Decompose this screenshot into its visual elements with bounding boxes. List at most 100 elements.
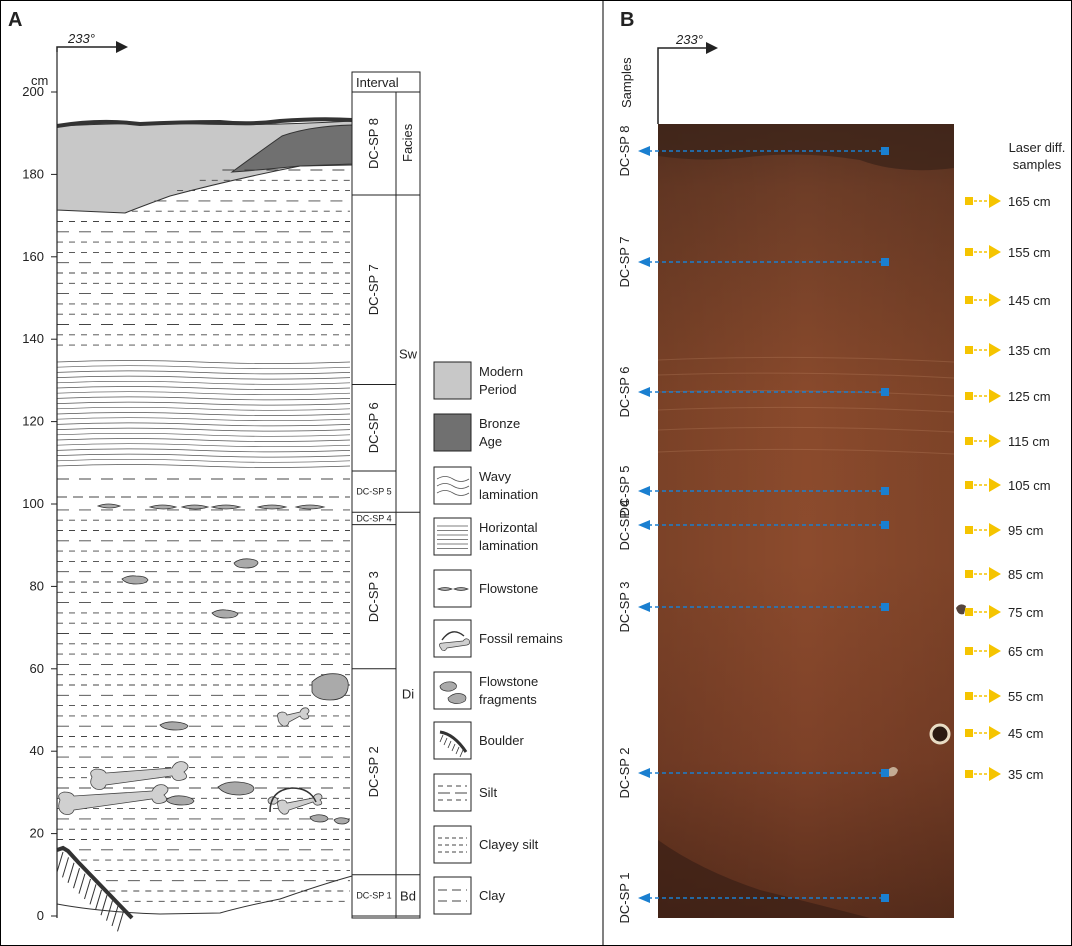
legend-label: Period: [479, 382, 517, 397]
legend-item-wavy: Wavy lamination: [433, 466, 538, 505]
sample-marker-3: DC-SP 3: [617, 581, 889, 633]
legend-item-fossil: Fossil remains: [433, 619, 563, 658]
laser-label: 95 cm: [1008, 523, 1043, 538]
panel-a: A: [8, 9, 563, 932]
legend-label: Clayey silt: [479, 837, 539, 852]
flowstone-band: [96, 503, 326, 510]
laser-marker: 45 cm: [965, 726, 1043, 741]
legend-label: Boulder: [479, 733, 524, 748]
depth-tick-label: 180: [22, 166, 44, 181]
azimuth-label-b: 233°: [675, 32, 703, 47]
legend-label: Flowstone: [479, 581, 538, 596]
profile-photo: [657, 124, 966, 918]
facies-header: Facies: [400, 123, 415, 162]
boulder: [56, 845, 134, 932]
facies-label: Di: [402, 687, 414, 702]
depth-tick-label: 60: [30, 661, 44, 676]
depth-tick-label: 140: [22, 331, 44, 346]
depth-tick-label: 80: [30, 578, 44, 593]
laser-marker: 105 cm: [965, 478, 1051, 493]
legend-item-flowstone: Flowstone: [433, 569, 538, 608]
sample-label: DC-SP 4: [617, 499, 632, 550]
interval-frame: [351, 71, 421, 919]
laser-marker: 85 cm: [965, 567, 1043, 582]
legend-item-fragments: Flowstone fragments: [433, 671, 538, 710]
flowstone-fragments: [121, 558, 350, 825]
depth-unit: cm: [31, 73, 48, 88]
legend-item-clay: Clay: [433, 876, 506, 915]
sample-marker-2: DC-SP 2: [617, 747, 889, 799]
top-surface: [56, 117, 353, 128]
sample-markers: DC-SP 8 DC-SP 7 DC-SP 6 DC-SP 5DC-SP 4 DC-SP…: [617, 125, 889, 924]
sample-label: DC-SP 6: [617, 366, 632, 417]
legend-label: Bronze: [479, 416, 520, 431]
laser-label: 155 cm: [1008, 245, 1051, 260]
interval-label: DC-SP 4: [356, 513, 391, 523]
panel-a-label: A: [8, 9, 22, 31]
laser-marker: 165 cm: [965, 194, 1051, 209]
sample-marker-1: DC-SP 1: [617, 872, 889, 924]
azimuth-label-a: 233°: [67, 31, 95, 46]
sample-label: DC-SP 5: [617, 465, 632, 516]
legend-label: lamination: [479, 538, 538, 553]
depth-tick-label: 20: [30, 826, 44, 841]
sample-label: DC-SP 1: [617, 872, 632, 923]
legend-label: fragments: [479, 692, 537, 707]
legend-label: Clay: [479, 888, 506, 903]
panel-b-label: B: [620, 9, 634, 31]
laser-marker: 75 cm: [965, 605, 1043, 620]
panel-b: B 233° Samples Laser: [617, 9, 1065, 924]
laser-label: 115 cm: [1008, 434, 1050, 449]
interval-label: DC-SP 5: [356, 487, 391, 497]
sample-marker-8: DC-SP 8: [617, 125, 889, 177]
laser-label: 105 cm: [1008, 478, 1051, 493]
legend-item-silt: Silt: [433, 773, 497, 812]
laser-label: 35 cm: [1008, 767, 1043, 782]
legend-label: Silt: [479, 785, 497, 800]
legend-label: Modern: [479, 364, 523, 379]
legend-label: lamination: [479, 487, 538, 502]
interval-label: DC-SP 1: [356, 890, 391, 900]
laser-label: 135 cm: [1008, 343, 1051, 358]
legend-item-horizontal: Horizontal lamination: [433, 517, 538, 556]
stratigraphic-column: 0 20 40 60 80 100 120 140 160 180 200 cm 233°: [22, 31, 353, 932]
legend: ModernPeriodBronzeAgeWavylaminationHoriz…: [433, 361, 563, 915]
laser-marker: 155 cm: [965, 245, 1051, 260]
depth-tick-label: 40: [30, 743, 44, 758]
laser-header-line2: samples: [1013, 157, 1062, 172]
laser-marker: 145 cm: [965, 293, 1051, 308]
interval-label: DC-SP 6: [366, 402, 381, 453]
fossil-remains: [58, 707, 323, 815]
laser-label: 75 cm: [1008, 605, 1043, 620]
laser-label: 145 cm: [1008, 293, 1051, 308]
laser-marker: 115 cm: [965, 434, 1050, 449]
basal-contact: [56, 875, 353, 915]
depth-tick-label: 200: [22, 84, 44, 99]
samples-header: Samples: [619, 57, 634, 108]
laser-label: 65 cm: [1008, 644, 1043, 659]
azimuth-arrow-a: 233°: [56, 31, 128, 53]
laser-label: 165 cm: [1008, 194, 1051, 209]
laser-marker: 65 cm: [965, 644, 1043, 659]
laser-marker: 35 cm: [965, 767, 1043, 782]
laser-markers: 165 cm 155 cm 145 cm 135 cm 125 cm 115 cm 105 …: [965, 194, 1051, 782]
sample-marker-5: DC-SP 5: [617, 465, 889, 517]
wavy-lamination-lines: [56, 360, 351, 498]
legend-label: Horizontal: [479, 520, 538, 535]
legend-label: Fossil remains: [479, 631, 563, 646]
sample-label: DC-SP 3: [617, 581, 632, 632]
laser-label: 85 cm: [1008, 567, 1043, 582]
depth-tick-label: 160: [22, 249, 44, 264]
legend-label: Flowstone: [479, 674, 538, 689]
depth-tick-label: 0: [37, 908, 44, 923]
interval-label: DC-SP 2: [366, 746, 381, 797]
bronze-age-layer: [230, 124, 353, 173]
laser-label: 125 cm: [1008, 389, 1051, 404]
laser-label: 45 cm: [1008, 726, 1043, 741]
interval-label: DC-SP 7: [366, 264, 381, 315]
legend-item-boulder: Boulder: [433, 721, 524, 760]
laser-marker: 125 cm: [965, 389, 1051, 404]
silt-dashes: [57, 169, 350, 902]
